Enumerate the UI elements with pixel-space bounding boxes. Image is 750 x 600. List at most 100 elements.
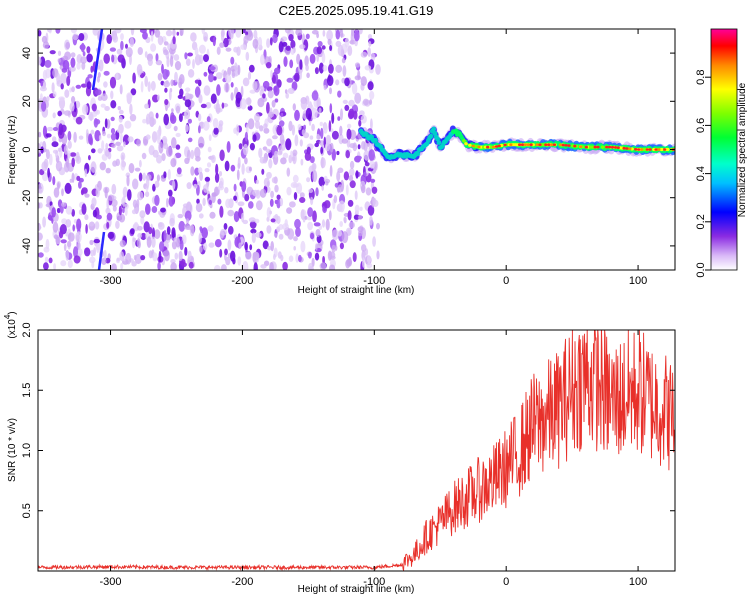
spectrogram-noise-blob — [152, 118, 157, 125]
spectrogram-noise-blob — [333, 195, 338, 204]
signal-mid — [435, 136, 440, 142]
spectrogram-noise-blob — [155, 53, 159, 62]
spectrogram-noise-blob — [130, 228, 135, 235]
spectrogram-noise-blob — [362, 98, 369, 106]
spectrogram-noise-blob — [292, 174, 299, 183]
spectrogram-noise-blob — [62, 59, 70, 71]
spectrogram-noise-blob — [103, 249, 107, 261]
spectrogram-noise-blob — [52, 91, 57, 98]
spectrogram-noise-blob — [372, 236, 376, 247]
spectrogram-noise-blob — [133, 254, 137, 261]
spectrogram-noise-blob — [362, 257, 365, 268]
spectrogram-noise-blob — [196, 198, 200, 204]
spectrogram-noise-blob — [223, 82, 230, 93]
spectrogram-noise-blob — [187, 118, 192, 124]
spectrogram-noise-blob — [230, 92, 234, 101]
snr-y-ticks: 0.5 1.0 1.5 2.0 — [21, 322, 675, 518]
spectrogram-noise-blob — [60, 72, 67, 85]
spectrogram-noise-blob — [280, 157, 287, 165]
spectrogram-noise-blob — [190, 166, 195, 176]
spectrogram-noise-blob — [298, 254, 302, 263]
signal-core — [660, 147, 664, 152]
spectrogram-noise-blob — [166, 226, 171, 235]
spectrogram-noise-blob — [290, 48, 295, 55]
spectrogram-noise-blob — [159, 241, 165, 252]
spectrogram-noise-blob — [285, 92, 290, 99]
spectrogram-noise-blob — [203, 71, 208, 77]
spectrogram-noise-blob — [125, 172, 131, 178]
spectrogram-noise-blob — [136, 238, 141, 247]
spectrogram-noise-blob — [163, 41, 169, 46]
spectrogram-noise-blob — [155, 112, 159, 119]
spectrogram-noise-blob — [347, 199, 354, 207]
spectrogram-noise-blob — [208, 242, 215, 248]
spectrogram-noise-blob — [154, 229, 161, 240]
spectrogram-noise-blob — [225, 47, 232, 52]
spectrogram-noise-blob — [321, 52, 326, 64]
spectrogram-noise-blob — [118, 115, 123, 123]
spectrogram-noise-blob — [52, 176, 56, 186]
spectrogram-noise-blob — [311, 30, 319, 35]
spectrogram-noise-blob — [249, 244, 253, 251]
spectrogram-noise-blob — [190, 32, 197, 42]
spectrogram-noise-blob — [106, 212, 113, 221]
spectrogram-noise-blob — [321, 45, 326, 50]
spectrogram-noise-blob — [368, 149, 376, 161]
spectrogram-noise-blob — [266, 207, 271, 219]
spectrogram-noise-blob — [292, 149, 298, 157]
spectrogram-noise-blob — [77, 248, 83, 256]
spectrogram-noise-blob — [266, 225, 272, 234]
colorbar-frame — [710, 28, 738, 271]
spectrogram-noise-blob — [91, 261, 95, 269]
spectrogram-noise-blob — [161, 153, 166, 162]
spectrogram-noise-blob — [211, 192, 216, 204]
spectrogram-noise-blob — [276, 125, 283, 136]
spectrogram-noise-blob — [97, 148, 103, 154]
spectrogram-noise-blob — [206, 162, 212, 168]
spectrogram-noise-blob — [170, 259, 176, 264]
spectrogram-noise-blob — [370, 52, 376, 62]
spectrogram-noise-blob — [216, 84, 221, 96]
spectrogram-noise-blob — [107, 231, 115, 239]
spectrogram-noise-blob — [106, 221, 110, 229]
signal-peak — [486, 145, 490, 149]
spectrogram-noise-blob — [178, 113, 183, 122]
spectrogram-noise-blob — [226, 141, 231, 153]
spectrogram-noise-blob — [186, 182, 192, 190]
snr-x-label: Height of straight line (km) — [298, 584, 415, 595]
spectrogram-noise-blob — [57, 182, 60, 190]
spectrogram-noise-blob — [343, 171, 350, 181]
spectrogram-noise-blob — [306, 177, 311, 183]
spectrogram-noise-blob — [200, 103, 207, 109]
spectrogram-noise-blob — [157, 73, 163, 81]
spectrogram-noise-blob — [267, 90, 274, 99]
snr-y-scale-label: (x104) — [3, 311, 18, 338]
spectrogram-noise-blob — [120, 152, 126, 161]
spectrogram-noise-blob — [106, 198, 110, 210]
spectrogram-noise-blob — [90, 161, 97, 173]
spectrogram-noise-blob — [163, 142, 169, 150]
spectrogram-noise-blob — [328, 63, 334, 74]
spectrogram-noise-blob — [116, 128, 121, 133]
spectrogram-noise-blob — [344, 37, 350, 48]
spectrogram-noise-blob — [288, 34, 294, 42]
spectrogram-noise-blob — [97, 72, 101, 78]
signal-peak — [628, 147, 632, 151]
spectrogram-noise-blob — [60, 260, 67, 267]
spectrogram-noise-blob — [338, 200, 345, 213]
signal-peak — [654, 148, 658, 151]
spectrogram-noise-blob — [299, 59, 303, 71]
snr-y-tick-label: 2.0 — [21, 322, 33, 337]
signal-peak — [593, 145, 597, 149]
spectrogram-noise-blob — [349, 143, 356, 149]
spectrogram-noise-blob — [172, 29, 176, 37]
spectrogram-noise-blob — [322, 30, 326, 37]
spectrogram-noise-blob — [357, 144, 361, 150]
spectrogram-noise-blob — [339, 125, 343, 136]
spectrogram-noise-blob — [327, 193, 333, 199]
spectrogram-noise-blob — [214, 239, 222, 248]
spectrogram-noise-blob — [273, 85, 280, 97]
spectrogram-noise-blob — [303, 124, 306, 130]
spectrogram-noise-blob — [319, 140, 325, 146]
spectrogram-noise-blob — [318, 224, 323, 230]
